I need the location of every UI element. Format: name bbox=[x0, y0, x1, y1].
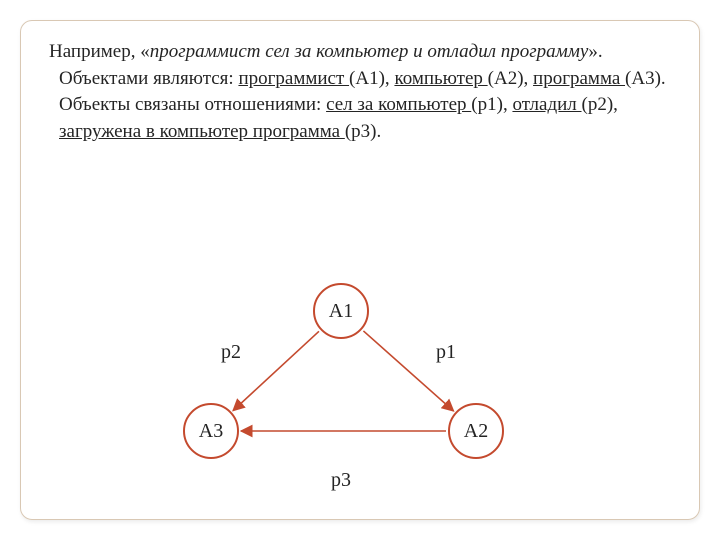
edge-label-p1: p1 bbox=[436, 341, 456, 364]
slide-frame: Например, «программист сел за компьютер … bbox=[20, 20, 700, 520]
text-rel1: сел за компьютер bbox=[326, 94, 471, 115]
edge-label-p3: p3 bbox=[331, 469, 351, 492]
text-rel2-id: (p2), bbox=[582, 94, 618, 115]
text-rel2: отладил bbox=[512, 94, 581, 115]
diagram-edges bbox=[21, 231, 701, 521]
text-obj1: программист bbox=[238, 68, 349, 89]
text-rel1-id: (p1), bbox=[471, 94, 512, 115]
text-obj3: программа bbox=[533, 68, 625, 89]
diagram: А1 А2 А3 p1 p2 p3 bbox=[21, 231, 701, 521]
text-quote: программист сел за компьютер и отладил п… bbox=[150, 41, 589, 62]
node-A1: А1 bbox=[313, 283, 369, 339]
text-lead: Например, « bbox=[49, 41, 150, 62]
node-A3: А3 bbox=[183, 403, 239, 459]
text-rel3: загружена в компьютер программа bbox=[59, 121, 345, 142]
text-obj2-id: (A2), bbox=[488, 68, 533, 89]
slide-text: Например, «программист сел за компьютер … bbox=[49, 39, 671, 145]
text-obj1-id: (A1), bbox=[349, 68, 394, 89]
node-A2: А2 bbox=[448, 403, 504, 459]
text-obj2: компьютер bbox=[394, 68, 487, 89]
text-rel3-id: (p3). bbox=[345, 121, 381, 142]
edge-label-p2: p2 bbox=[221, 341, 241, 364]
edge-A1-A3 bbox=[233, 331, 319, 410]
